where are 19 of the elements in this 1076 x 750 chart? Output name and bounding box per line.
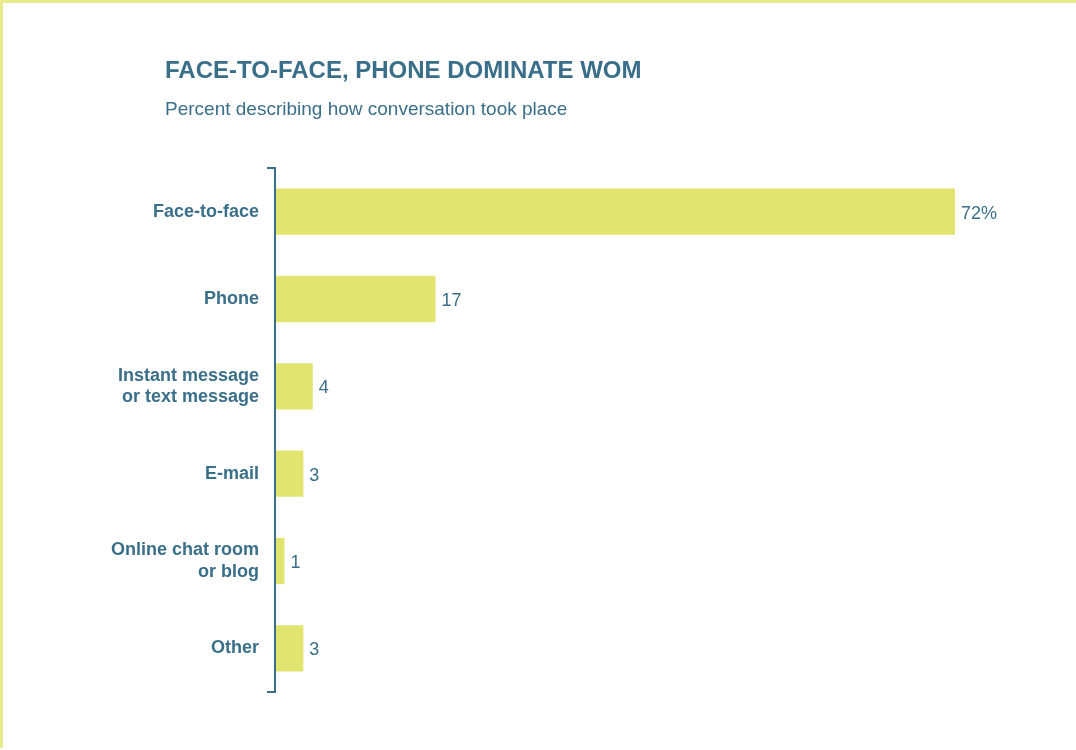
chart-title: FACE-TO-FACE, PHONE DOMINATE WOM [165,56,642,84]
bar [275,450,304,497]
y-tick-label: Phone [203,287,259,308]
y-tick-label: E-mail [204,462,259,483]
data-label: 4 [318,377,329,398]
bar [275,625,304,672]
y-tick-label: Online chat room or blog [110,539,259,581]
data-label: 3 [309,639,320,660]
bar [275,275,436,323]
data-label: 17 [441,289,462,310]
data-label: 1 [290,551,301,572]
y-tick-label: Other [210,637,259,658]
data-label: 72% [961,202,998,223]
y-tick-label: Instant message or text message [117,364,259,407]
bar [275,188,955,235]
data-label: 3 [309,464,320,485]
y-tick-label: Face-to-face [152,200,259,221]
bar [275,363,313,410]
chart-subtitle: Percent describing how conversation took place [165,98,568,120]
